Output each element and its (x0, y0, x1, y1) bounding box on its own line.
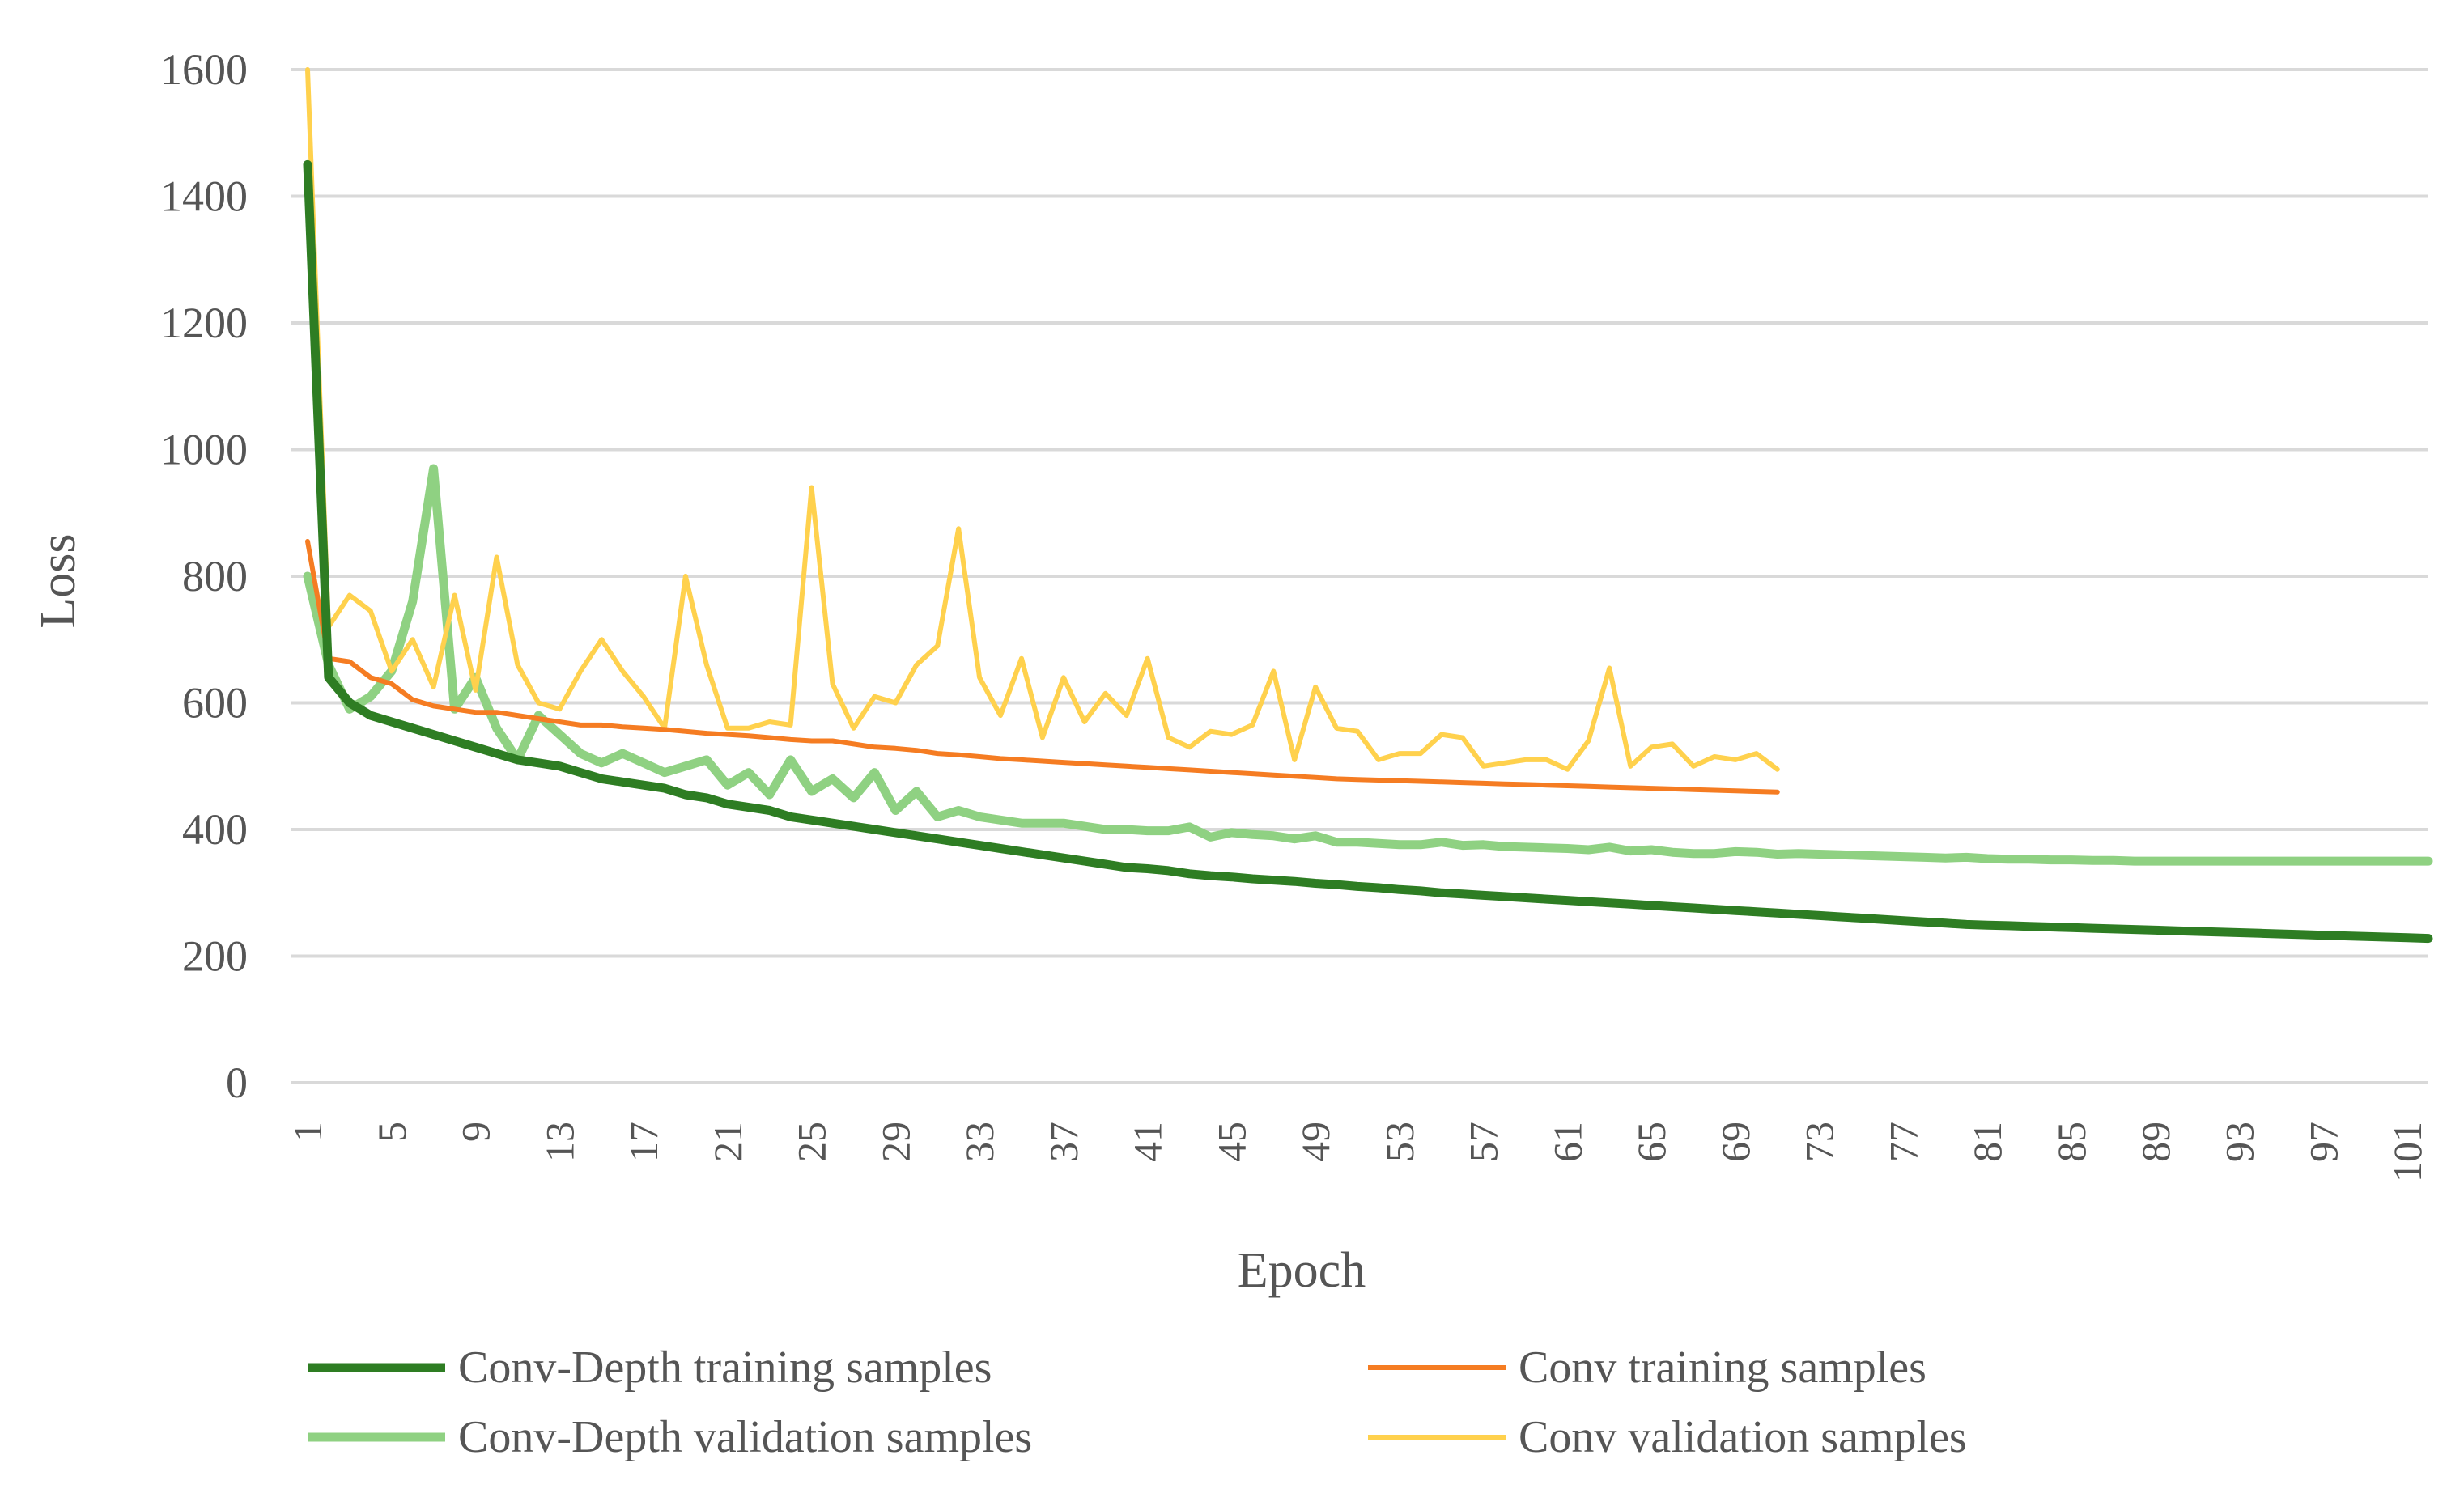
x-tick-label: 9 (453, 1122, 499, 1142)
x-tick-label: 41 (1125, 1122, 1170, 1162)
x-tick-label: 5 (369, 1122, 414, 1142)
series-line-conv-training-samples (305, 539, 1780, 795)
x-tick-label: 21 (705, 1122, 750, 1162)
y-tick-label: 800 (182, 552, 248, 600)
legend-label: Conv validation samples (1519, 1412, 1967, 1462)
x-tick-label: 93 (2217, 1122, 2262, 1162)
x-tick-label: 61 (1544, 1122, 1590, 1162)
x-tick-label: 89 (2133, 1122, 2178, 1162)
series-line-conv-depth-training-samples (303, 159, 2433, 944)
x-tick-label: 49 (1293, 1122, 1338, 1162)
legend-label: Conv-Depth validation samples (458, 1412, 1032, 1462)
x-tick-label: 97 (2300, 1122, 2346, 1162)
legend-label: Conv-Depth training samples (458, 1343, 992, 1393)
x-tick-label: 45 (1209, 1122, 1254, 1162)
series-line-conv-validation-samples (305, 67, 1780, 772)
x-tick-label: 65 (1629, 1122, 1674, 1162)
x-tick-label: 57 (1461, 1122, 1506, 1162)
x-tick-label: 73 (1797, 1122, 1842, 1162)
x-tick-label: 25 (789, 1122, 835, 1162)
x-tick-label: 53 (1377, 1122, 1422, 1162)
y-tick-label: 0 (226, 1058, 248, 1107)
legend: Conv-Depth training samples Conv training… (308, 1343, 1967, 1462)
x-tick-label: 29 (873, 1122, 918, 1162)
x-axis-ticks: 1 5 9 13 17 21 25 29 33 37 41 45 49 53 57 61 65 69 73 77 81 8… (285, 1122, 2430, 1182)
y-tick-label: 200 (182, 932, 248, 981)
y-tick-label: 1000 (160, 426, 248, 474)
y-axis-title: Loss (31, 533, 86, 628)
series-lines (303, 67, 2433, 944)
y-tick-label: 1200 (160, 299, 248, 347)
x-tick-label: 1 (285, 1122, 330, 1142)
x-tick-label: 13 (537, 1122, 582, 1162)
y-tick-label: 1600 (160, 45, 248, 94)
series-line-conv-depth-validation-samples (303, 464, 2433, 866)
legend-label: Conv training samples (1519, 1343, 1927, 1393)
x-tick-label: 37 (1041, 1122, 1086, 1162)
x-tick-label: 69 (1713, 1122, 1758, 1162)
x-tick-label: 81 (1965, 1122, 2010, 1162)
x-tick-label: 85 (2049, 1122, 2094, 1162)
x-tick-label: 17 (621, 1122, 666, 1162)
y-tick-label: 1400 (160, 172, 248, 221)
x-tick-label: 33 (957, 1122, 1002, 1162)
y-axis-ticks: 0 200 400 600 800 1000 1200 1400 1600 (160, 45, 248, 1107)
x-axis-title: Epoch (1238, 1243, 1366, 1298)
x-tick-label: 77 (1880, 1122, 1926, 1162)
y-tick-label: 600 (182, 679, 248, 728)
x-tick-label: 101 (2385, 1122, 2430, 1182)
y-tick-label: 400 (182, 805, 248, 854)
